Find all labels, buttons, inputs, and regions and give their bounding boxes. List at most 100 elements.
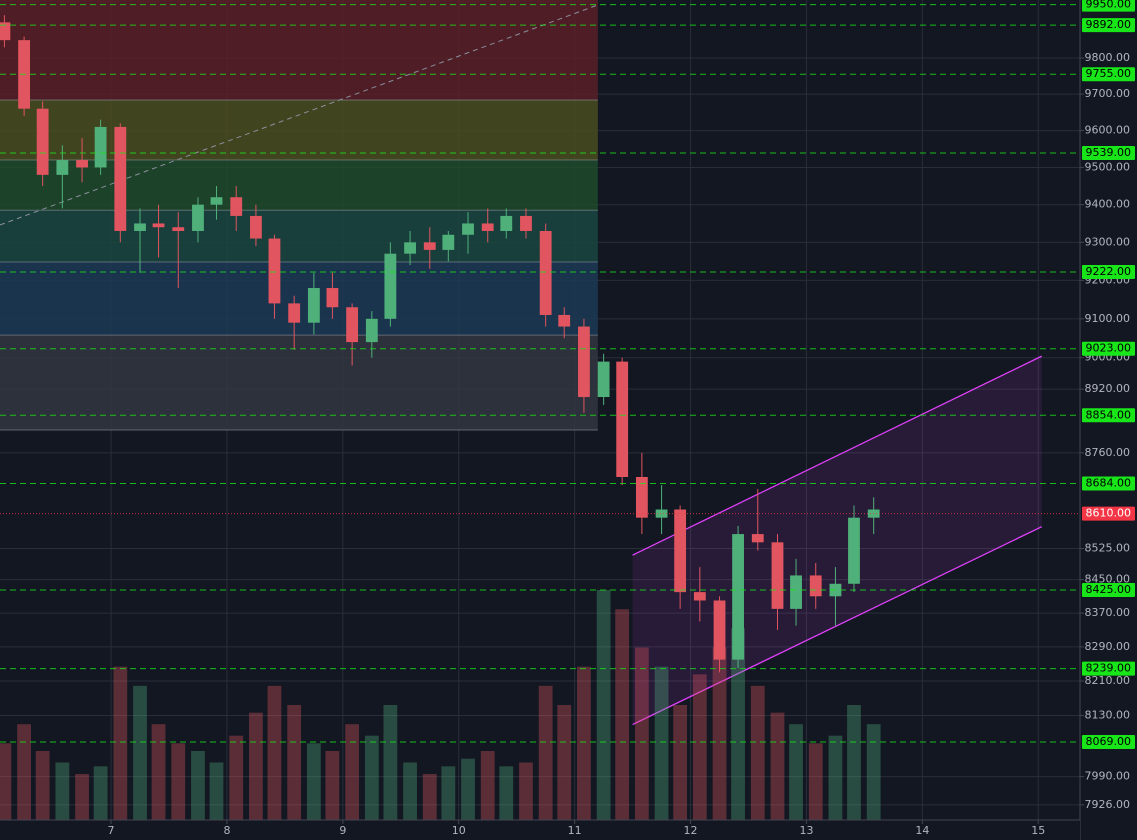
candle-body	[597, 361, 610, 398]
level-label: 9755.00	[1086, 67, 1132, 80]
x-tick-label: 9	[339, 824, 346, 837]
fib-zone	[0, 335, 598, 430]
level-label: 8425.00	[1086, 583, 1132, 596]
candle-body	[152, 223, 165, 228]
y-tick-label: 9400.00	[1085, 198, 1131, 211]
volume-bar	[383, 705, 398, 820]
candle-body	[500, 215, 513, 231]
channel-line	[632, 355, 1043, 556]
candle-body	[693, 592, 706, 601]
volume-bar	[403, 762, 417, 820]
level-tag	[1082, 18, 1135, 33]
volume-bar	[847, 705, 861, 820]
y-tick-label: 8130.00	[1085, 708, 1131, 721]
y-tick-label: 7990.00	[1085, 770, 1131, 783]
x-tick-label: 11	[568, 824, 582, 837]
volume-bar	[171, 743, 186, 820]
candle-body	[346, 307, 359, 343]
candle-body	[365, 318, 378, 343]
level-label: 8854.00	[1086, 408, 1132, 421]
candle-body	[635, 477, 648, 518]
candle-body	[655, 509, 668, 518]
candle-body	[809, 575, 822, 597]
y-tick-label: 9600.00	[1085, 124, 1131, 137]
volume-bar	[249, 712, 263, 820]
volume-bar	[480, 751, 495, 820]
candle-body	[230, 197, 243, 216]
volume-bar	[17, 724, 32, 820]
volume-bar	[461, 758, 475, 820]
volume-bar	[306, 743, 321, 820]
fib-zone	[0, 99, 598, 161]
candle-body	[771, 542, 784, 609]
volume-bar	[151, 724, 166, 820]
level-label: 8684.00	[1086, 476, 1132, 489]
y-tick-label: 9100.00	[1085, 312, 1131, 325]
fib-zone	[0, 210, 598, 263]
candle-body	[210, 197, 223, 205]
volume-bar	[634, 647, 649, 820]
candle-body	[0, 22, 11, 41]
level-tag	[1082, 67, 1135, 82]
y-tick-label: 8370.00	[1085, 606, 1131, 619]
x-tick-label: 8	[223, 824, 230, 837]
volume-bar	[673, 705, 688, 820]
candle-body	[36, 108, 49, 175]
volume-bar	[499, 766, 514, 820]
volume-bar	[209, 762, 224, 820]
x-tick-label: 15	[1031, 824, 1045, 837]
fib-zone	[0, 0, 598, 100]
level-tag	[1082, 476, 1135, 491]
trendline	[0, 4, 599, 226]
candle-body	[384, 253, 397, 319]
candle-body	[462, 223, 474, 235]
candle-body	[481, 223, 494, 231]
candle-body	[114, 126, 127, 231]
candle-body	[250, 215, 262, 239]
y-tick-label: 9500.00	[1085, 160, 1131, 173]
candle-body	[558, 314, 571, 327]
x-tick-label: 10	[452, 824, 466, 837]
y-tick-label: 8210.00	[1085, 674, 1131, 687]
volume-bar	[654, 666, 669, 820]
volume-bar	[0, 743, 12, 820]
volume-bar	[557, 705, 572, 820]
level-tag	[1082, 146, 1135, 161]
volume-bar	[229, 735, 244, 820]
volume-bar	[577, 666, 591, 820]
y-tick-label: 9800.00	[1085, 51, 1131, 64]
candle-body	[732, 534, 744, 660]
volume-bar	[441, 766, 456, 820]
level-label: 9222.00	[1086, 265, 1132, 278]
volume-bar	[191, 751, 205, 820]
volume-bar	[866, 724, 881, 820]
volume-bar	[750, 685, 765, 820]
y-tick-label: 8450.00	[1085, 573, 1131, 586]
candle-body	[76, 160, 88, 168]
volume-bar	[113, 666, 128, 820]
volume-bar	[596, 590, 611, 820]
level-label: 8069.00	[1086, 735, 1132, 748]
level-label: 8239.00	[1086, 662, 1132, 675]
candle-body	[56, 160, 69, 175]
y-tick-label: 7926.00	[1085, 798, 1131, 811]
time-axis	[0, 820, 1080, 840]
last-price-tag	[1082, 506, 1135, 521]
candle-body	[134, 223, 146, 231]
candle-body	[616, 361, 629, 478]
candle-body	[713, 600, 726, 660]
y-tick-label: 8760.00	[1085, 446, 1131, 459]
x-tick-label: 12	[684, 824, 698, 837]
volume-bar	[692, 674, 707, 820]
level-tag	[1082, 408, 1135, 423]
volume-bar	[789, 724, 803, 820]
x-tick-label: 13	[799, 824, 813, 837]
level-label: 9892.00	[1086, 18, 1132, 31]
volume-bar	[828, 735, 843, 820]
last-price-label: 8610.00	[1086, 507, 1132, 520]
y-tick-label: 8920.00	[1085, 382, 1131, 395]
volume-bar	[519, 762, 533, 820]
volume-bar	[712, 647, 727, 820]
